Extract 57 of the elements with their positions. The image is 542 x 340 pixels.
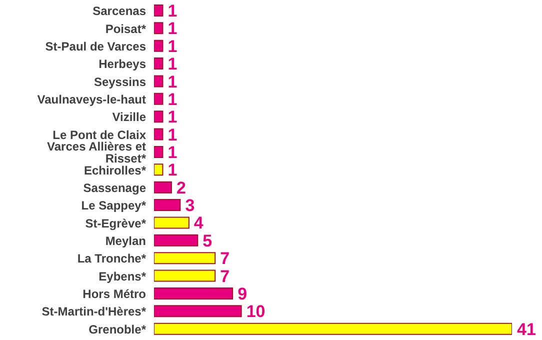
data-label: 9	[238, 284, 248, 304]
data-label: 1	[168, 160, 178, 180]
bar	[154, 322, 512, 335]
data-label: 7	[220, 266, 230, 286]
data-label: 10	[246, 302, 266, 322]
y-tick-label: Hors Métro	[82, 287, 146, 302]
bar	[154, 164, 164, 176]
y-tick-label: Varces Allières et Risset*	[47, 140, 146, 166]
data-label: 1	[168, 2, 178, 21]
y-tick-label: Grenoble*	[88, 322, 146, 336]
data-label: 1	[168, 143, 178, 162]
bar	[154, 58, 164, 70]
bar	[154, 40, 164, 52]
bar	[154, 22, 164, 34]
bar	[154, 252, 216, 264]
y-tick-label: Sassenage	[83, 180, 146, 195]
y-tick-label: Sarcenas	[92, 4, 146, 18]
bar	[154, 270, 216, 282]
bar	[154, 199, 181, 212]
bar	[154, 146, 164, 158]
data-label: 1	[168, 108, 178, 127]
y-tick-label: Eybens*	[98, 269, 146, 284]
data-label: 1	[168, 90, 178, 109]
bar	[154, 4, 164, 16]
y-tick-label: La Tronche*	[77, 252, 146, 266]
y-tick-label: Le Sappey*	[81, 198, 146, 213]
y-tick-label: Le Pont de Claix	[52, 128, 146, 142]
y-tick-label: Echirolles*	[84, 163, 146, 178]
bar	[154, 110, 164, 123]
y-tick-label: St-Martin-d'Hères*	[42, 304, 146, 319]
bar	[154, 92, 164, 105]
data-label: 3	[185, 196, 195, 216]
data-label: 4	[194, 214, 204, 233]
y-tick-label: Herbeys	[98, 57, 146, 72]
bar	[154, 128, 164, 140]
data-label: 7	[220, 249, 230, 268]
bar	[154, 181, 172, 194]
bar	[154, 216, 190, 229]
y-tick-label: Poisat*	[105, 22, 146, 36]
data-label: 1	[168, 36, 178, 56]
data-label: 1	[168, 54, 178, 74]
y-tick-label: Vizille	[112, 110, 146, 124]
data-label: 2	[176, 178, 186, 198]
data-label: 1	[168, 19, 178, 38]
data-label: 41	[517, 320, 536, 339]
data-label: 1	[168, 125, 178, 144]
y-tick-label: St-Paul de Varces	[45, 39, 146, 54]
bar	[154, 234, 198, 246]
data-label: 5	[202, 231, 212, 250]
y-tick-label: Meylan	[105, 234, 146, 248]
y-tick-label: St-Egrève*	[85, 216, 146, 230]
y-tick-label: Vaulnaveys-le-haut	[37, 92, 146, 107]
bar	[154, 305, 242, 318]
bar	[154, 75, 164, 88]
data-label: 1	[168, 72, 178, 92]
bar	[154, 287, 234, 300]
y-tick-label: Seyssins	[94, 74, 146, 89]
